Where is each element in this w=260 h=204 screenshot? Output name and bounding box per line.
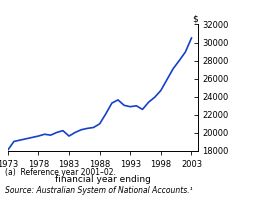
Text: Source: Australian System of National Accounts.¹: Source: Australian System of National Ac… xyxy=(5,186,193,195)
Text: $: $ xyxy=(192,15,198,24)
Text: (a)  Reference year 2001–02.: (a) Reference year 2001–02. xyxy=(5,168,116,177)
X-axis label: financial year ending: financial year ending xyxy=(55,175,151,184)
